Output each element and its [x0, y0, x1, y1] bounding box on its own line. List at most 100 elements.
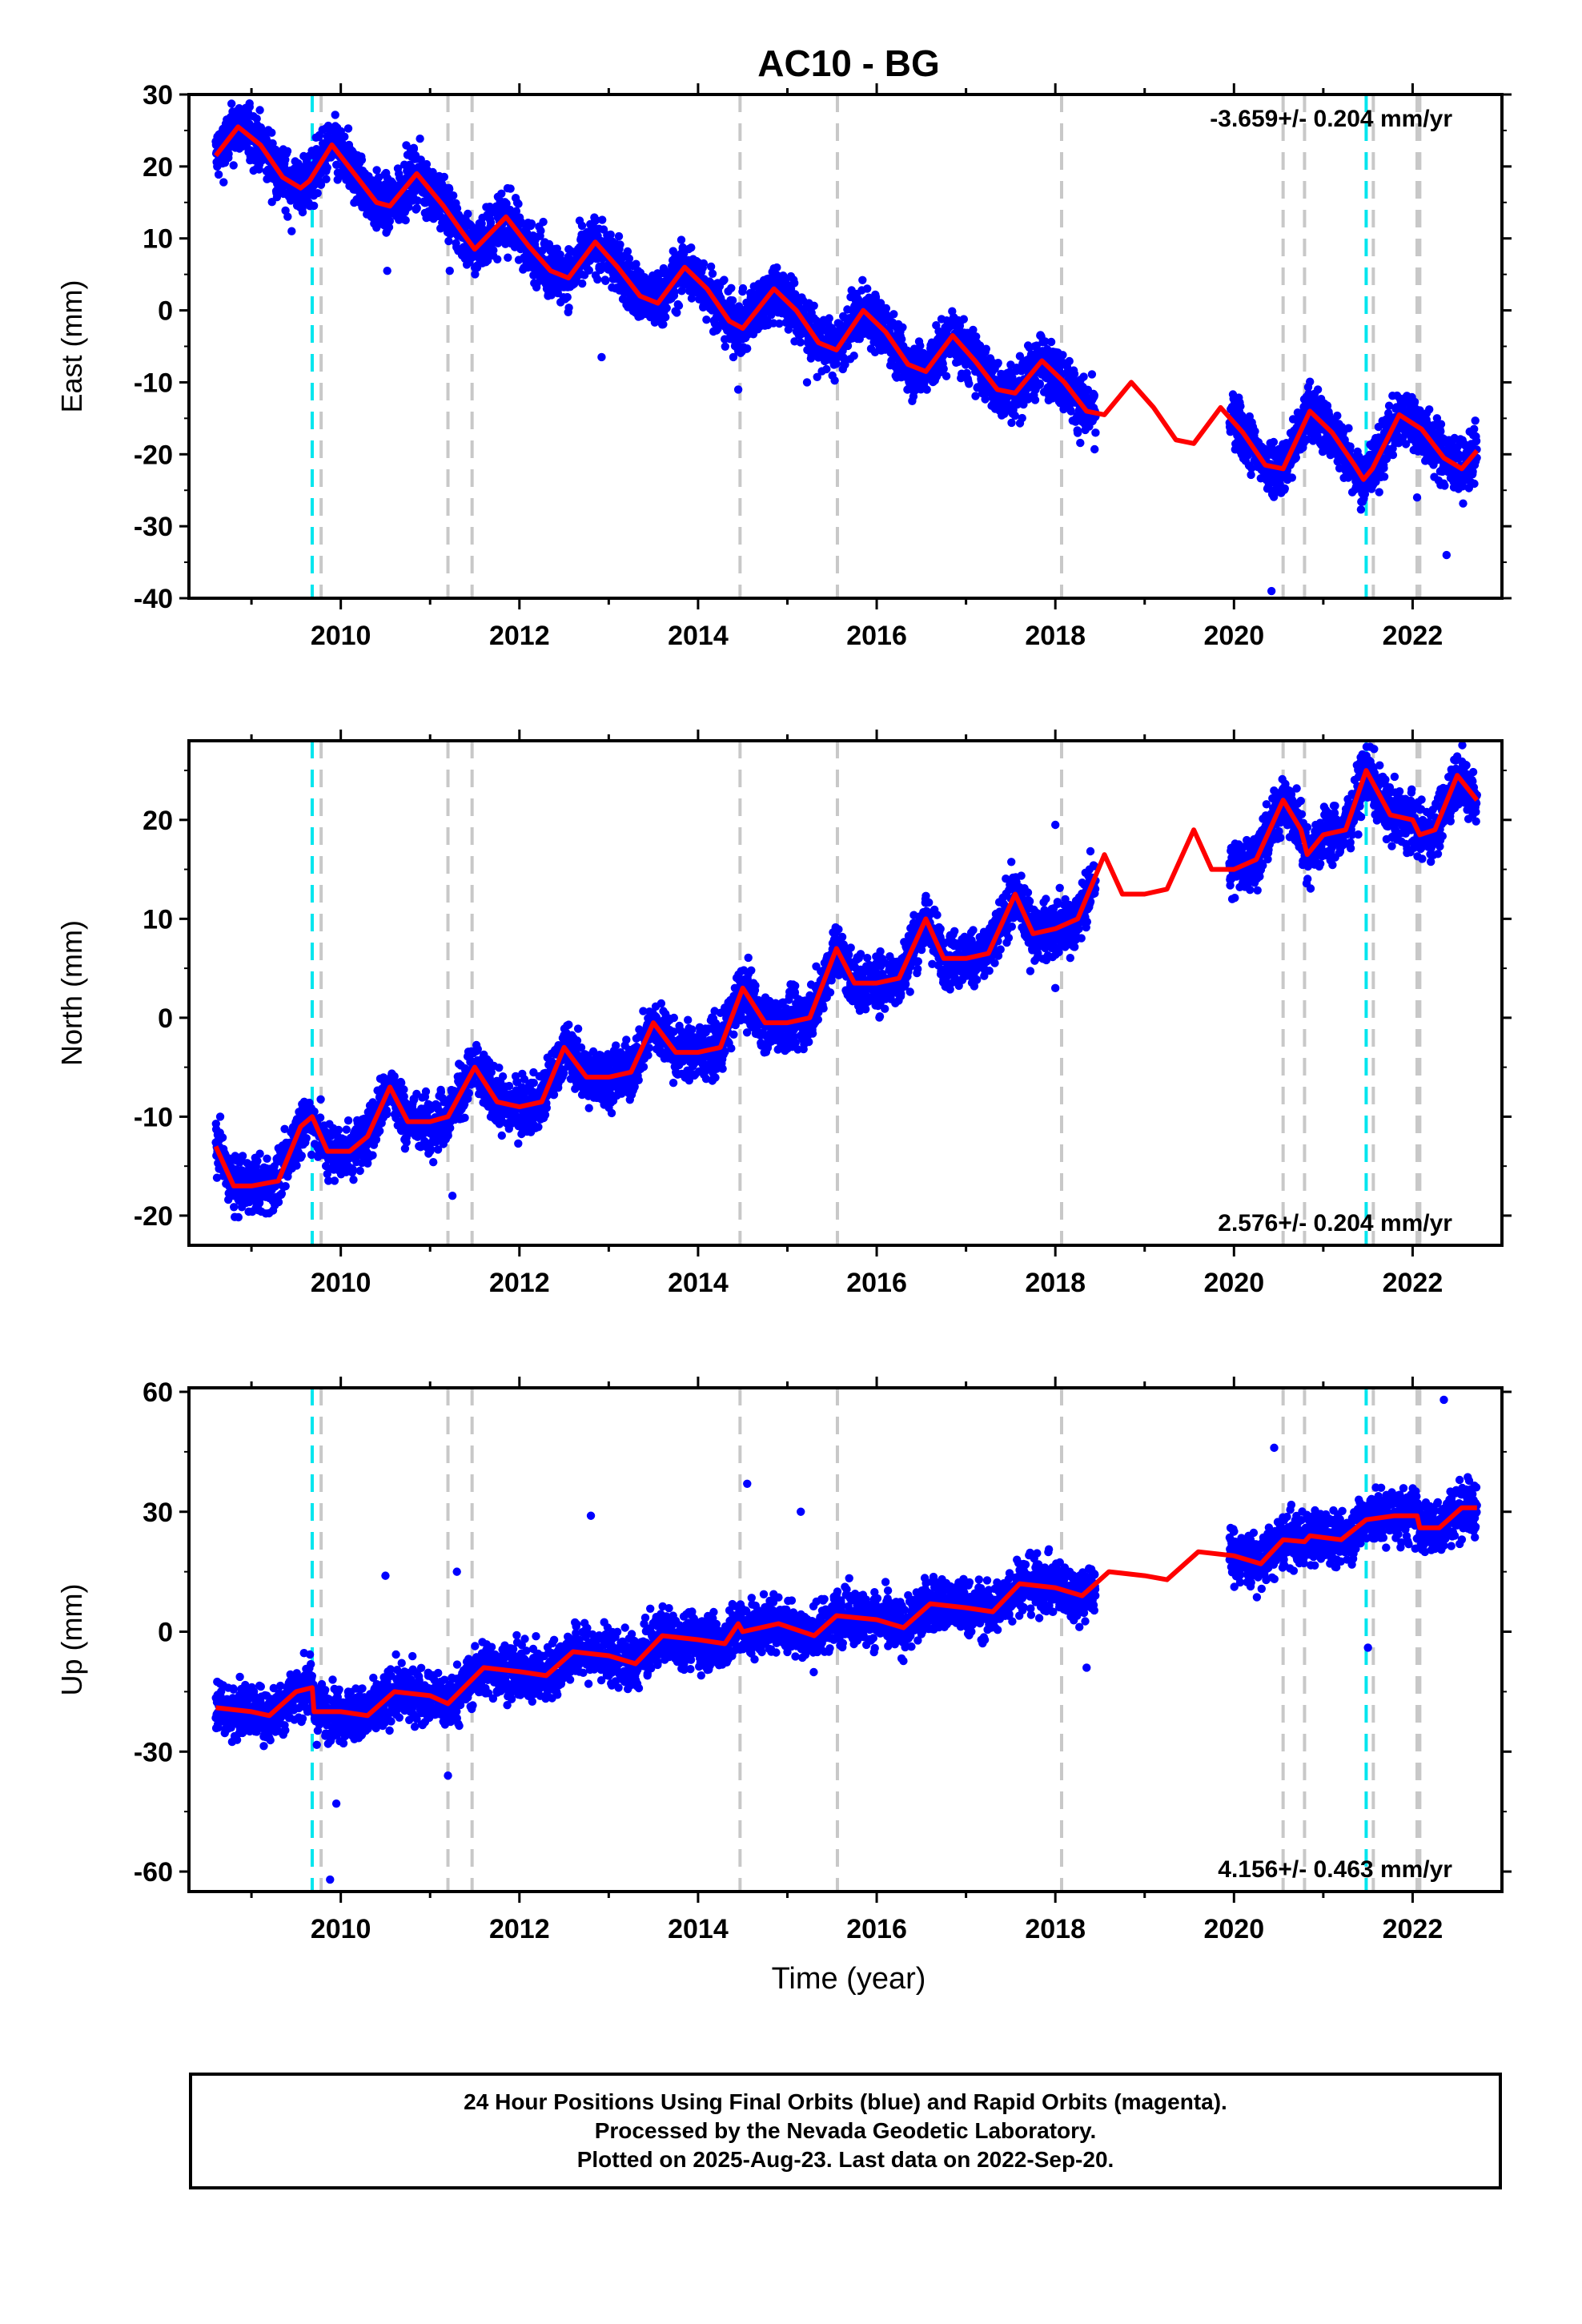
- data-point: [471, 270, 480, 279]
- data-point: [871, 292, 881, 302]
- data-point: [1066, 407, 1076, 416]
- data-point: [1333, 411, 1342, 420]
- data-point: [616, 240, 624, 249]
- data-point: [849, 352, 858, 360]
- data-point: [1468, 467, 1477, 476]
- data-point: [1030, 396, 1040, 404]
- data-point: [514, 199, 523, 208]
- data-point: [898, 323, 907, 332]
- east-model-fit-line: [214, 124, 1480, 482]
- data-point: [1458, 482, 1468, 491]
- data-point: [1076, 438, 1085, 448]
- data-point: [536, 227, 545, 235]
- chart-title: AC10 - BG: [757, 42, 939, 84]
- data-point: [916, 341, 925, 350]
- data-point: [708, 269, 717, 278]
- data-point: [445, 184, 454, 194]
- data-point: [1379, 472, 1389, 481]
- outlier-point: [287, 227, 296, 235]
- data-point: [1436, 427, 1445, 436]
- data-point: [775, 319, 784, 328]
- y-tick-label: 30: [143, 80, 173, 111]
- x-tick-label: 2020: [1203, 621, 1264, 651]
- data-point: [1356, 505, 1366, 514]
- outlier-point: [1267, 586, 1276, 596]
- data-point: [577, 221, 587, 231]
- data-point: [994, 359, 1002, 368]
- data-point: [428, 167, 437, 177]
- x-tick-label: 2018: [1025, 621, 1086, 651]
- data-point: [497, 189, 506, 198]
- data-point: [727, 283, 736, 292]
- data-point: [809, 301, 818, 310]
- data-point: [322, 175, 331, 183]
- data-point: [729, 352, 738, 362]
- outlier-point: [1412, 493, 1422, 502]
- data-point: [1073, 428, 1082, 437]
- data-point: [416, 155, 425, 164]
- data-point: [1470, 479, 1479, 489]
- data-point: [677, 287, 686, 296]
- data-point: [832, 360, 841, 368]
- data-point: [502, 199, 511, 208]
- data-point: [1425, 405, 1434, 414]
- data-point: [592, 215, 600, 224]
- data-point: [1090, 391, 1099, 400]
- data-point: [544, 239, 554, 249]
- data-point: [1304, 389, 1313, 398]
- data-point: [1470, 424, 1479, 433]
- data-point: [870, 348, 880, 356]
- data-point: [673, 308, 681, 317]
- data-point: [309, 201, 319, 211]
- data-point: [1374, 422, 1383, 432]
- data-point: [255, 1199, 264, 1208]
- data-point: [563, 292, 572, 302]
- data-point: [274, 1197, 283, 1207]
- data-point: [606, 230, 615, 239]
- data-point: [720, 275, 729, 284]
- data-point: [841, 360, 849, 369]
- data-point: [706, 262, 716, 271]
- data-point: [404, 203, 413, 211]
- data-point: [942, 372, 951, 380]
- data-point: [971, 392, 980, 400]
- data-point: [1058, 351, 1067, 360]
- data-point: [1015, 352, 1025, 360]
- data-point: [1324, 410, 1334, 419]
- data-point: [843, 341, 853, 351]
- data-point: [743, 344, 752, 353]
- x-tick-label: 2022: [1383, 621, 1443, 651]
- data-point: [214, 170, 223, 179]
- y-tick-label: 10: [143, 224, 173, 255]
- data-point: [504, 253, 512, 262]
- data-point: [738, 283, 748, 293]
- data-point: [416, 135, 424, 143]
- data-point: [340, 132, 349, 141]
- data-point: [699, 259, 709, 268]
- data-point: [790, 279, 799, 287]
- data-point: [674, 301, 684, 310]
- data-point: [670, 287, 679, 296]
- data-point: [1379, 464, 1388, 472]
- data-point: [316, 180, 326, 189]
- data-point: [506, 184, 515, 193]
- data-point: [1291, 453, 1301, 462]
- data-point: [1010, 411, 1020, 420]
- data-point: [1388, 450, 1398, 460]
- data-point: [1079, 372, 1088, 381]
- data-point: [452, 204, 462, 213]
- data-point: [889, 310, 898, 319]
- data-point: [267, 128, 276, 137]
- data-point: [773, 263, 781, 272]
- data-point: [212, 1173, 222, 1182]
- data-point: [972, 332, 981, 341]
- data-point: [632, 259, 640, 268]
- east-y-axis-label: East (mm): [55, 280, 88, 413]
- data-point: [516, 218, 526, 227]
- data-point: [830, 376, 839, 385]
- data-point: [969, 325, 978, 335]
- north-plot-area: [211, 741, 1482, 1245]
- data-point: [343, 124, 353, 133]
- data-point: [283, 147, 292, 155]
